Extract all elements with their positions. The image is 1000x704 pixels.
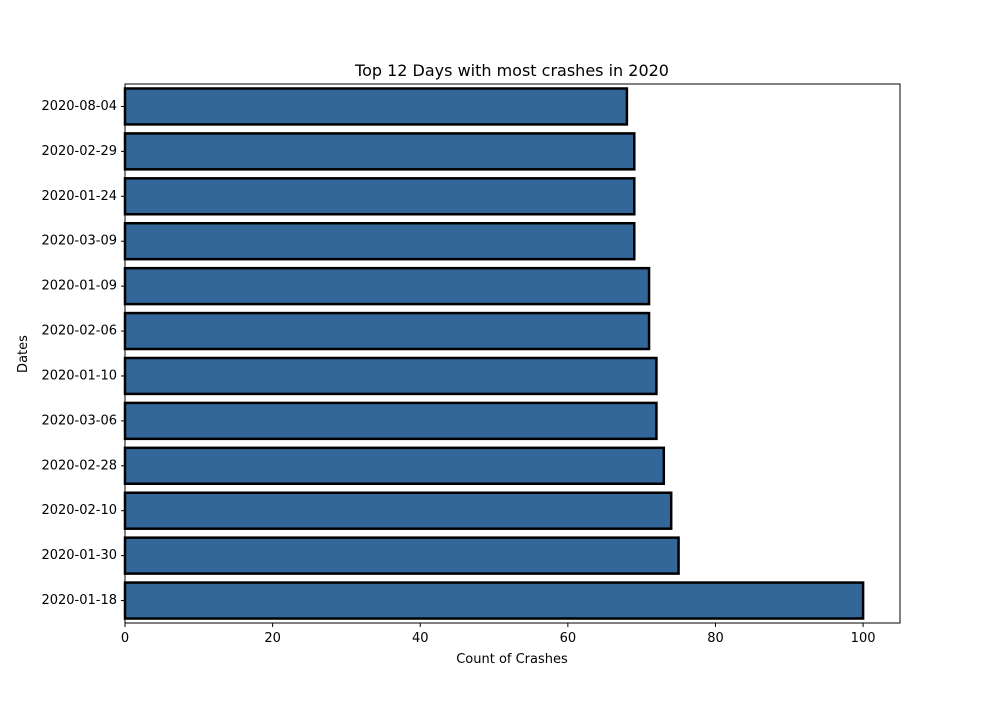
y-tick-label: 2020-02-28: [41, 458, 117, 473]
y-tick-label: 2020-01-24: [41, 189, 117, 204]
y-tick-label: 2020-02-29: [41, 144, 117, 159]
x-tick-label: 40: [412, 631, 429, 646]
bar-2020-02-29: [123, 132, 636, 171]
bar-2020-01-09: [123, 266, 651, 306]
bar-2020-01-24: [123, 177, 636, 216]
x-tick-label: 80: [707, 631, 724, 646]
y-tick-label: 2020-01-30: [41, 548, 117, 563]
bars: [123, 87, 865, 620]
bar-2020-02-06: [123, 311, 651, 351]
bar-2020-03-06: [123, 401, 658, 441]
chart-title: Top 12 Days with most crashes in 2020: [354, 61, 669, 80]
y-tick-label: 2020-02-10: [41, 503, 117, 518]
y-tick-label: 2020-01-09: [41, 279, 117, 294]
y-tick-label: 2020-01-10: [41, 368, 117, 383]
bar-2020-01-18: [123, 581, 865, 620]
bar-2020-08-04: [123, 87, 629, 126]
y-tick-label: 2020-03-09: [41, 234, 117, 249]
y-axis-label: Dates: [16, 335, 31, 373]
x-axis-label: Count of Crashes: [456, 652, 568, 667]
bar-2020-03-09: [123, 221, 636, 261]
x-tick-label: 60: [560, 631, 577, 646]
x-axis-ticks: 0 20 40 60 80 100: [121, 623, 876, 646]
y-tick-label: 2020-03-06: [41, 413, 117, 428]
bar-2020-02-10: [123, 491, 673, 530]
y-axis-ticks: 2020-01-18 2020-01-30 2020-02-10 2020-02-28…: [41, 99, 125, 608]
bar-2020-01-10: [123, 356, 658, 396]
y-tick-label: 2020-01-18: [41, 593, 117, 608]
y-tick-label: 2020-08-04: [41, 99, 117, 114]
x-tick-label: 20: [264, 631, 281, 646]
bar-2020-01-30: [123, 536, 680, 575]
x-tick-label: 100: [851, 631, 876, 646]
bar-2020-02-28: [123, 446, 666, 486]
x-tick-label: 0: [121, 631, 129, 646]
y-tick-label: 2020-02-06: [41, 324, 117, 339]
plot-frame: [124, 83, 901, 624]
